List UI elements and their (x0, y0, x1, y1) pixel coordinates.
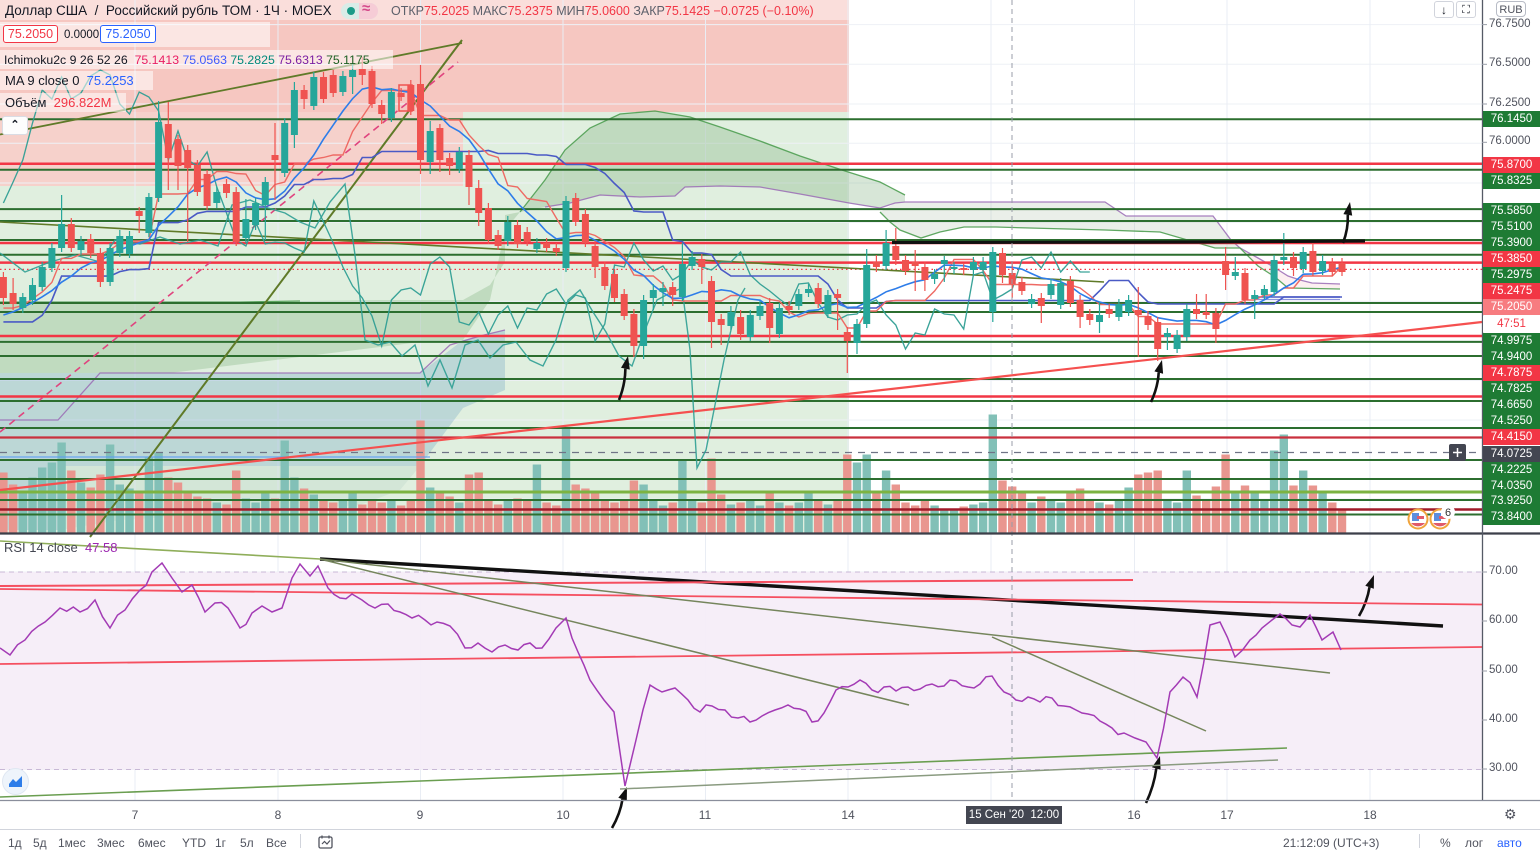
svg-text:6: 6 (1445, 507, 1451, 519)
